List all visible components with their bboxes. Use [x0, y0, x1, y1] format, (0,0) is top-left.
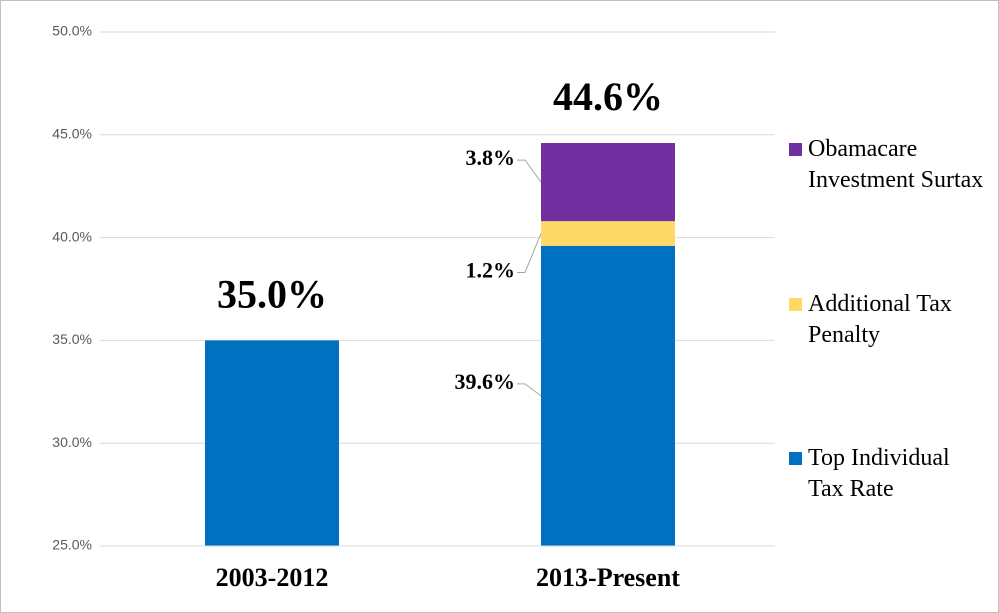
x-tick-label: 2003-2012 — [216, 563, 329, 592]
legend-label: Obamacare Investment Surtax — [808, 136, 984, 193]
data-label: 1.2% — [466, 258, 516, 283]
y-tick-label: 35.0% — [52, 331, 92, 347]
legend-swatch — [789, 143, 802, 156]
leader-line — [517, 233, 542, 273]
y-tick-label: 30.0% — [52, 434, 92, 450]
legend-swatch — [789, 298, 802, 311]
legend-swatch — [789, 452, 802, 465]
leader-line — [517, 159, 542, 183]
y-tick-label: 40.0% — [52, 228, 92, 244]
total-label: 35.0% — [217, 272, 327, 317]
data-label: 3.8% — [466, 145, 516, 170]
legend-label: Additional Tax Penalty — [808, 291, 952, 348]
bar-segment — [205, 340, 339, 546]
y-tick-label: 25.0% — [52, 537, 92, 553]
total-label: 44.6% — [553, 74, 663, 119]
legend-label: Top Individual Tax Rate — [808, 445, 950, 502]
bar-segment — [541, 221, 675, 246]
x-tick-label: 2013-Present — [536, 563, 680, 592]
y-tick-label: 50.0% — [52, 23, 92, 39]
data-label: 39.6% — [455, 369, 516, 394]
bar-segment — [541, 143, 675, 222]
leader-line — [517, 383, 542, 397]
bar-segment — [541, 245, 675, 546]
y-tick-label: 45.0% — [52, 126, 92, 142]
